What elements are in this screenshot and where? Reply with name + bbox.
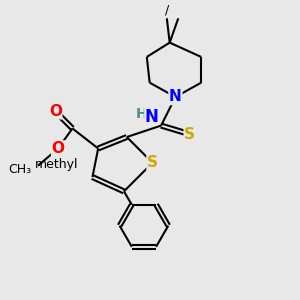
Text: S: S: [147, 155, 158, 170]
Text: N: N: [169, 89, 182, 104]
Text: O: O: [52, 141, 64, 156]
Text: CH₃: CH₃: [8, 164, 31, 176]
Text: N: N: [144, 108, 158, 126]
Text: /: /: [165, 4, 169, 17]
Text: S: S: [184, 127, 195, 142]
Text: methyl: methyl: [35, 158, 79, 172]
Text: H: H: [135, 107, 147, 121]
Text: O: O: [49, 104, 62, 119]
